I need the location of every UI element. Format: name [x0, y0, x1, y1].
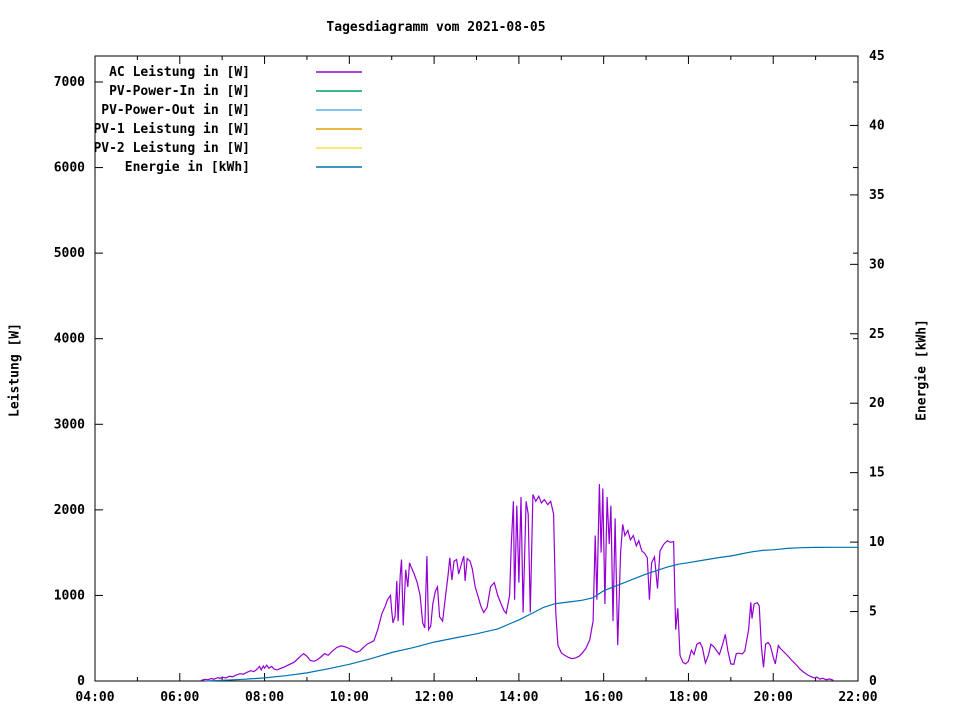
- x-tick-label: 04:00: [75, 690, 114, 705]
- x-tick-label: 08:00: [245, 690, 284, 705]
- x-tick-label: 10:00: [330, 690, 369, 705]
- y-right-tick-label: 40: [869, 118, 885, 133]
- x-tick-label: 18:00: [669, 690, 708, 705]
- series-energie-in-kwh: [205, 546, 858, 682]
- x-tick-label: 20:00: [754, 690, 793, 705]
- legend-label-2: PV-Power-In in [W]: [109, 84, 250, 99]
- x-tick-label: 06:00: [160, 690, 199, 705]
- y-left-tick-label: 5000: [54, 246, 85, 261]
- x-tick-label: 12:00: [415, 690, 454, 705]
- series-ac-leistung-in-w: [200, 484, 834, 682]
- y-right-tick-label: 25: [869, 327, 885, 342]
- x-tick-label: 14:00: [499, 690, 538, 705]
- legend-label-1: AC Leistung in [W]: [109, 65, 250, 80]
- y-left-tick-label: 7000: [54, 75, 85, 90]
- y-right-tick-label: 35: [869, 188, 885, 203]
- y-left-tick-label: 2000: [54, 503, 85, 518]
- legend-label-5: PV-2 Leistung in [W]: [93, 141, 250, 156]
- y-right-tick-label: 45: [869, 49, 885, 64]
- y-right-tick-label: 30: [869, 257, 885, 272]
- legend-label-4: PV-1 Leistung in [W]: [93, 122, 250, 137]
- y-left-tick-label: 3000: [54, 417, 85, 432]
- y-right-tick-label: 5: [869, 605, 877, 620]
- y-right-tick-label: 15: [869, 466, 885, 481]
- y-right-tick-label: 0: [869, 674, 877, 689]
- y-left-tick-label: 4000: [54, 332, 85, 347]
- chart-title: Tagesdiagramm vom 2021-08-05: [326, 20, 546, 35]
- legend-label-3: PV-Power-Out in [W]: [101, 103, 250, 118]
- legend-label-6: Energie in [kWh]: [125, 160, 250, 175]
- y-right-tick-label: 20: [869, 396, 885, 411]
- y-left-tick-label: 0: [77, 674, 85, 689]
- y-right-tick-label: 10: [869, 535, 885, 550]
- x-tick-label: 16:00: [584, 690, 623, 705]
- x-tick-label: 22:00: [838, 690, 877, 705]
- y-left-tick-label: 6000: [54, 161, 85, 176]
- y-left-tick-label: 1000: [54, 588, 85, 603]
